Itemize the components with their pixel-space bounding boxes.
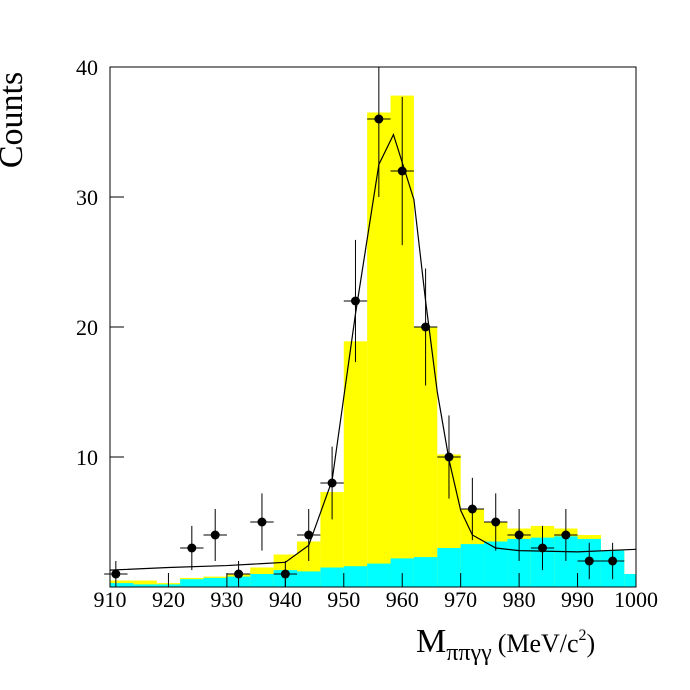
histogram-bar	[413, 327, 438, 587]
histogram-bar	[367, 112, 391, 587]
data-point	[397, 166, 407, 176]
histogram-bar	[437, 548, 461, 587]
x-tick-label: 930	[210, 587, 243, 612]
x-tick-label: 960	[386, 587, 419, 612]
histogram-bar	[484, 541, 508, 587]
histogram-bar	[180, 579, 204, 587]
data-point	[304, 530, 314, 540]
histogram-bar	[554, 536, 578, 587]
histogram-bar	[390, 95, 414, 587]
data-point	[421, 322, 431, 332]
histogram-bar	[250, 574, 274, 587]
histogram-bar	[413, 557, 438, 587]
x-tick-label: 950	[327, 587, 360, 612]
data-point	[210, 530, 220, 540]
data-point	[584, 556, 594, 566]
x-label-part: ππγγ	[446, 640, 492, 666]
x-tick-label: 970	[444, 587, 477, 612]
x-label-part: )	[587, 629, 596, 658]
histogram-bar	[133, 584, 157, 587]
x-tick-label: 1000	[614, 587, 658, 612]
histogram-bar	[203, 577, 227, 587]
data-point	[537, 543, 547, 553]
histogram-bar	[320, 492, 344, 587]
histogram-bar	[110, 583, 134, 587]
y-tick-label: 40	[76, 55, 98, 80]
histogram-bar	[320, 567, 344, 587]
x-tick-label: 910	[94, 587, 127, 612]
x-label-part: 2	[579, 627, 587, 644]
histogram-bar	[343, 566, 368, 587]
y-tick-label: 10	[76, 445, 98, 470]
histogram-bar	[297, 571, 321, 587]
histogram-bar	[390, 558, 414, 587]
data-point	[374, 114, 384, 124]
data-point	[257, 517, 267, 527]
data-point	[561, 530, 571, 540]
x-tick-label: 990	[561, 587, 594, 612]
histogram-bar	[460, 544, 485, 587]
x-axis-label: Mππγγ (MeV/c2)	[416, 623, 595, 666]
data-point	[444, 452, 454, 462]
histogram-bar	[624, 574, 636, 587]
x-label-part: M	[416, 623, 446, 660]
data-point	[514, 530, 524, 540]
data-point	[467, 504, 477, 514]
data-point	[187, 543, 197, 553]
y-tick-label: 30	[76, 185, 98, 210]
data-point	[491, 517, 501, 527]
data-point	[327, 478, 337, 488]
x-label-part: (MeV/c	[498, 629, 579, 658]
x-tick-label: 920	[152, 587, 185, 612]
histogram-bar	[367, 563, 391, 587]
data-point	[350, 296, 360, 306]
data-point	[234, 569, 244, 579]
x-tick-label: 980	[503, 587, 536, 612]
histogram-bar	[133, 580, 157, 587]
x-tick-label: 940	[269, 587, 302, 612]
data-point	[111, 569, 121, 579]
y-axis-label: Counts	[0, 72, 30, 168]
data-point	[608, 556, 618, 566]
y-tick-label: 20	[76, 315, 98, 340]
histogram-bar	[343, 341, 368, 587]
